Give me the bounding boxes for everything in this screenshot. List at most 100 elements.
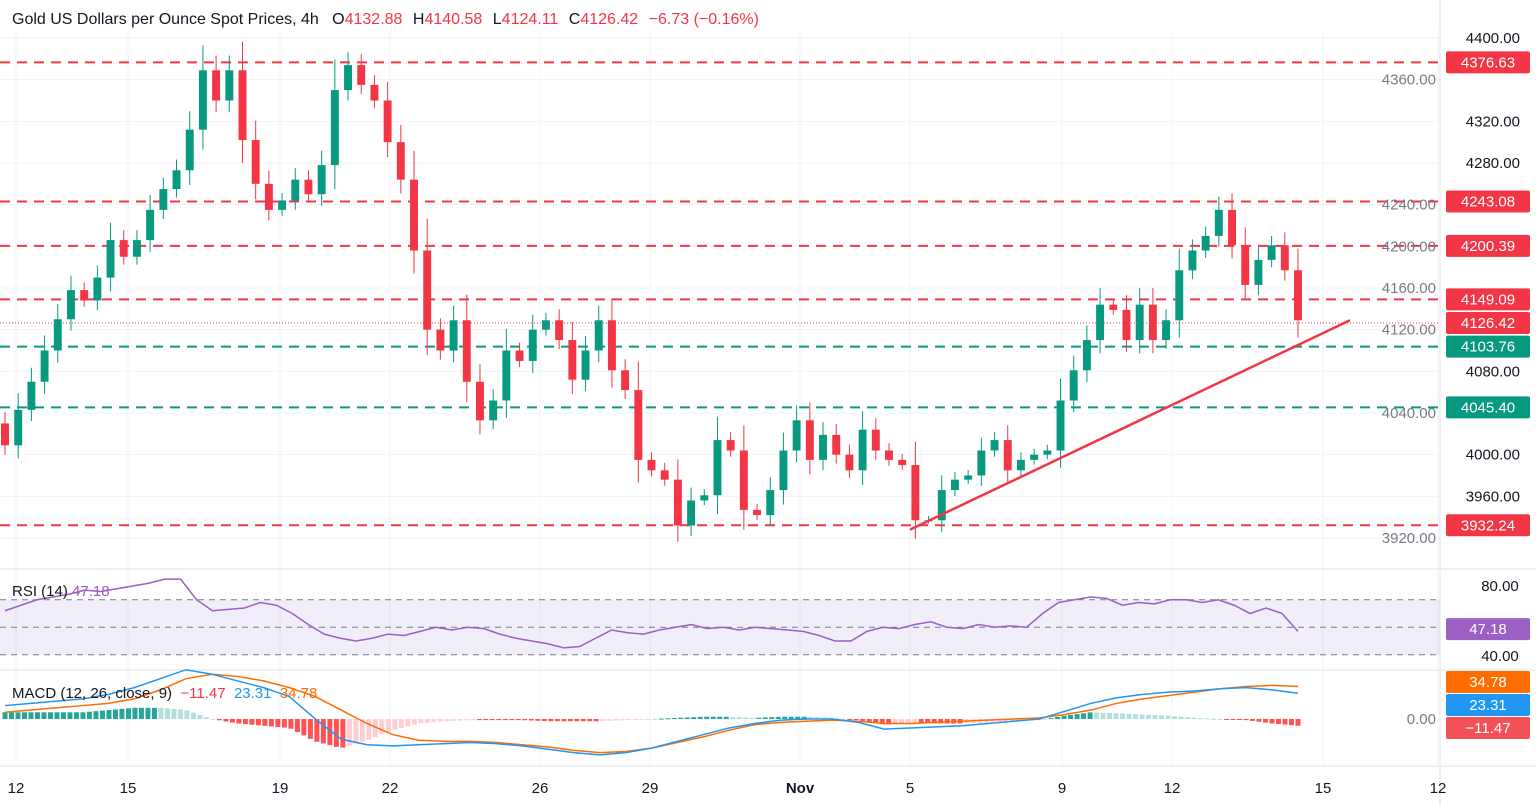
- candle: [634, 361, 643, 483]
- macd-histogram-bar: [431, 719, 437, 723]
- candle-body: [951, 479, 959, 491]
- macd-histogram-bar: [197, 714, 203, 719]
- candle: [673, 459, 682, 542]
- macd-histogram-bar: [73, 712, 79, 719]
- candle: [396, 124, 405, 194]
- macd-histogram-bar: [678, 717, 684, 719]
- macd-histogram-bar: [15, 712, 21, 719]
- macd-histogram-bar: [1042, 719, 1048, 720]
- macd-histogram-bar: [1133, 714, 1139, 719]
- macd-histogram-bar: [190, 712, 196, 719]
- macd-histogram-bar: [463, 719, 469, 721]
- candle: [410, 150, 418, 274]
- candle-body: [1188, 250, 1197, 271]
- candle: [898, 453, 907, 470]
- price-tick-label: 4360.00: [1382, 72, 1436, 89]
- candle-body: [159, 189, 168, 210]
- candle-body: [172, 170, 181, 190]
- macd-histogram-bar: [80, 712, 86, 719]
- level-badge: 4200.39: [1461, 238, 1515, 255]
- candle-body: [106, 240, 115, 278]
- level-badge: 4103.76: [1461, 339, 1515, 356]
- macd-histogram-bar: [710, 716, 716, 719]
- candle: [67, 275, 75, 331]
- macd-histogram-bar: [665, 718, 671, 720]
- macd-histogram-bar: [496, 719, 502, 721]
- candle-body: [700, 495, 709, 501]
- macd-histogram-bar: [1224, 719, 1230, 720]
- candle: [278, 193, 287, 216]
- macd-histogram-bar: [294, 719, 300, 733]
- candle: [476, 364, 484, 435]
- candle-body: [845, 454, 854, 471]
- candle-body: [1175, 270, 1184, 321]
- macd-hist-badge-bg: [1446, 717, 1530, 739]
- macd-histogram-bar: [359, 719, 365, 742]
- candle: [1241, 227, 1250, 300]
- candle-body: [291, 179, 300, 201]
- candle-body: [1122, 309, 1131, 341]
- macd-line-badge: 23.31: [1469, 697, 1507, 714]
- macd-histogram-bar: [1159, 715, 1165, 719]
- macd-histogram-bar: [1289, 719, 1295, 726]
- rsi-badge: 47.18: [1469, 621, 1507, 638]
- macd-histogram-bar: [808, 716, 814, 719]
- level-badge: 4376.63: [1461, 54, 1515, 71]
- macd-histogram-bar: [41, 712, 47, 719]
- candle: [1, 411, 9, 455]
- macd-histogram-bar: [853, 719, 859, 720]
- candle: [106, 222, 115, 292]
- candle-body: [1, 423, 9, 446]
- candle-body: [726, 440, 735, 451]
- candle: [977, 437, 986, 486]
- macd-histogram-bar: [1269, 719, 1275, 724]
- time-tick-label: 19: [272, 780, 289, 797]
- candle: [779, 432, 788, 505]
- macd-histogram-bar: [1230, 719, 1236, 720]
- candle-body: [278, 200, 287, 210]
- macd-histogram-bar: [652, 718, 658, 720]
- macd-histogram-bar: [1139, 714, 1145, 719]
- candle: [845, 445, 854, 478]
- macd-histogram-bar: [379, 719, 385, 735]
- candle: [687, 487, 696, 536]
- candle-body: [885, 450, 893, 460]
- price-tick-label: 4400.00: [1466, 30, 1520, 47]
- candle-body: [1241, 245, 1250, 285]
- price-tick-label: 4320.00: [1466, 113, 1520, 130]
- candle-body: [687, 500, 696, 526]
- candle-body: [462, 320, 471, 382]
- candle: [647, 452, 656, 477]
- macd-histogram-bar: [567, 719, 573, 722]
- candle: [1280, 232, 1289, 281]
- candle: [370, 75, 379, 109]
- macd-histogram-bar: [925, 719, 931, 724]
- macd-histogram-bar: [288, 719, 294, 729]
- macd-histogram-bar: [106, 709, 112, 719]
- macd-histogram-bar: [405, 719, 411, 727]
- macd-histogram-bar: [762, 717, 768, 719]
- macd-histogram-bar: [892, 719, 898, 725]
- low-key: L: [492, 11, 502, 28]
- candle-body: [753, 509, 762, 516]
- macd-histogram-bar: [645, 719, 651, 720]
- candle-body: [911, 465, 920, 521]
- macd-histogram-bar: [996, 719, 1002, 722]
- level-badge: 4045.40: [1461, 399, 1515, 416]
- level-badge-bg: [1446, 234, 1530, 257]
- macd-hist-value: −11.47: [180, 685, 226, 702]
- candle: [555, 309, 564, 349]
- candle-body: [185, 129, 194, 171]
- macd-histogram-bar: [470, 719, 476, 721]
- macd-line-badge-bg: [1446, 694, 1530, 716]
- macd-histogram-bar: [86, 711, 92, 719]
- candle: [291, 168, 300, 210]
- candle-body: [1082, 340, 1091, 371]
- candle: [1228, 193, 1236, 259]
- macd-histogram-bar: [99, 710, 105, 719]
- macd-histogram-bar: [860, 719, 866, 721]
- candle: [1188, 239, 1197, 280]
- macd-histogram-bar: [1061, 715, 1067, 719]
